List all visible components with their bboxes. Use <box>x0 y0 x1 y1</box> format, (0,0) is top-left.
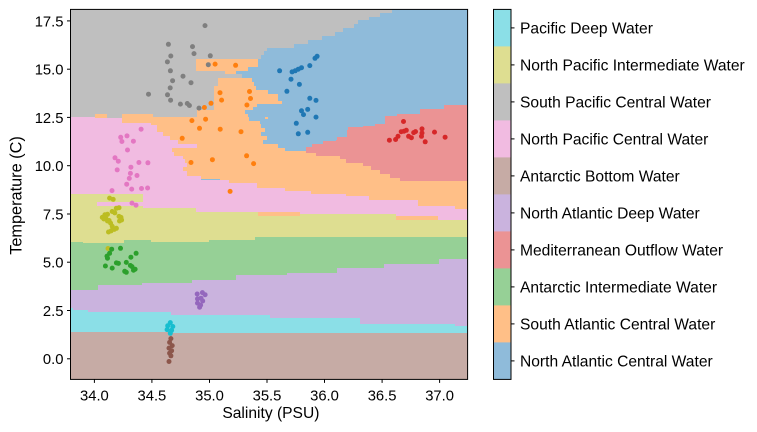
svg-text:7.5: 7.5 <box>43 207 64 223</box>
svg-text:35.5: 35.5 <box>253 388 282 404</box>
svg-text:Salinity (PSU): Salinity (PSU) <box>222 405 319 422</box>
svg-text:North Atlantic Central Water: North Atlantic Central Water <box>520 353 713 370</box>
svg-text:Temperature (C): Temperature (C) <box>8 136 26 255</box>
svg-text:South Atlantic Central Water: South Atlantic Central Water <box>520 316 715 333</box>
svg-text:North Atlantic Deep Water: North Atlantic Deep Water <box>520 205 700 222</box>
svg-text:5.0: 5.0 <box>43 256 64 272</box>
svg-text:Antarctic Intermediate Water: Antarctic Intermediate Water <box>520 279 717 296</box>
svg-text:2.5: 2.5 <box>43 304 64 320</box>
svg-text:0.0: 0.0 <box>43 352 64 368</box>
svg-text:17.5: 17.5 <box>35 14 64 30</box>
svg-text:Mediterranean Outflow Water: Mediterranean Outflow Water <box>520 242 723 259</box>
svg-text:12.5: 12.5 <box>35 111 64 127</box>
svg-text:37.0: 37.0 <box>425 388 454 404</box>
svg-text:36.5: 36.5 <box>368 388 397 404</box>
svg-text:Antarctic Bottom Water: Antarctic Bottom Water <box>520 168 680 185</box>
svg-text:15.0: 15.0 <box>35 63 64 79</box>
svg-text:South Pacific Central Water: South Pacific Central Water <box>520 94 711 111</box>
svg-text:34.5: 34.5 <box>137 388 166 404</box>
svg-text:10.0: 10.0 <box>35 159 64 175</box>
svg-text:Pacific Deep Water: Pacific Deep Water <box>520 20 653 37</box>
svg-text:36.0: 36.0 <box>310 388 339 404</box>
svg-text:35.0: 35.0 <box>195 388 224 404</box>
svg-text:North Pacific Intermediate Wat: North Pacific Intermediate Water <box>520 57 745 74</box>
svg-text:North Pacific Central Water: North Pacific Central Water <box>520 131 708 148</box>
svg-text:34.0: 34.0 <box>80 388 109 404</box>
